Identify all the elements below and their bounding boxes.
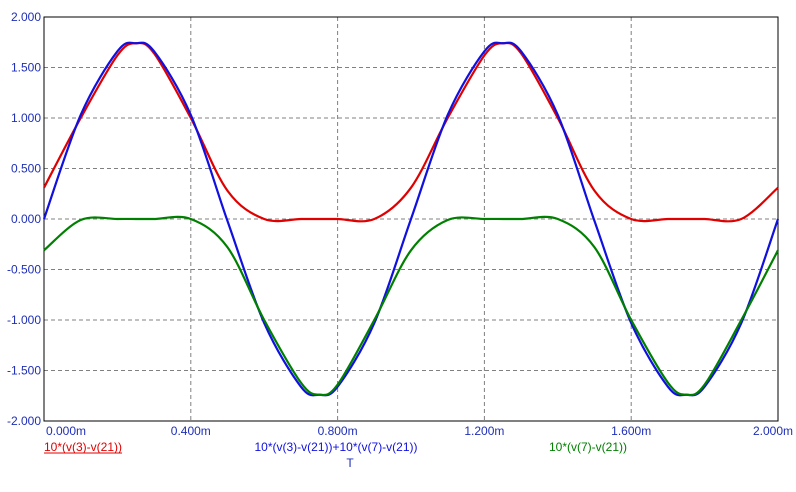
legend-entry-green: 10*(v(7)-v(21)): [549, 440, 627, 454]
y-tick-label: -1.500: [7, 364, 41, 378]
legend-entry-red: 10*(v(3)-v(21)): [44, 440, 122, 454]
x-tick-label: 2.000m: [753, 424, 793, 438]
grid: [44, 17, 778, 421]
x-tick-label: 0.400m: [171, 424, 211, 438]
x-tick-labels: 0.000m 0.400m 0.800m 1.200m 1.600m 2.000m: [46, 424, 793, 438]
y-tick-label: 0.500: [11, 162, 41, 176]
legend-entry-blue: 10*(v(3)-v(21))+10*(v(7)-v(21)): [254, 440, 417, 454]
series-lines: [42, 41, 780, 397]
series-red-line: [43, 41, 779, 223]
y-tick-labels: 2.000 1.500 1.000 0.500 0.000 -0.500 -1.000 -1.…: [7, 10, 41, 428]
legend: 10*(v(3)-v(21)) 10*(v(3)-v(21))+10*(v(7)-…: [44, 440, 627, 454]
y-tick-label: -2.000: [7, 414, 41, 428]
x-tick-label: 0.800m: [318, 424, 358, 438]
y-tick-label: 1.500: [11, 61, 41, 75]
y-tick-label: 0.000: [11, 212, 41, 226]
y-tick-label: -0.500: [7, 263, 41, 277]
x-axis-label: T: [346, 456, 354, 470]
x-tick-label: 1.600m: [611, 424, 651, 438]
series-green-line: [43, 215, 779, 397]
y-tick-label: 2.000: [11, 10, 41, 24]
y-tick-label: 1.000: [11, 111, 41, 125]
y-tick-label: -1.000: [7, 313, 41, 327]
series-blue-line: [42, 41, 780, 397]
x-tick-label: 0.000m: [46, 424, 86, 438]
x-tick-label: 1.200m: [464, 424, 504, 438]
